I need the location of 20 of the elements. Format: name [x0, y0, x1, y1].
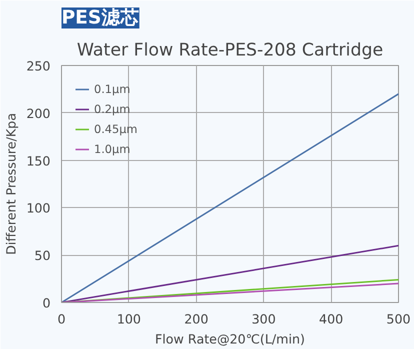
y-tick-label: 100: [26, 200, 51, 216]
legend-label: 1.0μm: [94, 142, 130, 156]
x-axis-title: Flow Rate@20℃(L/min): [155, 332, 305, 346]
x-tick-label: 0: [57, 312, 66, 326]
y-tick-label: 200: [26, 106, 51, 121]
x-tick-label: 200: [184, 312, 208, 326]
x-tick-label: 100: [116, 312, 141, 326]
legend-label: 0.45μm: [94, 122, 138, 136]
chart-title: PES滤芯: [62, 6, 140, 28]
x-tick-label: 500: [386, 312, 411, 326]
x-tick-label: 300: [252, 312, 276, 326]
y-axis-title: Different Pressure/Kpa: [3, 113, 18, 255]
y-tick-label: 250: [26, 58, 51, 74]
legend-label: 0.1μm: [94, 82, 130, 96]
y-tick-label: 50: [34, 248, 51, 264]
chart-subtitle: Water Flow Rate-PES-208 Cartridge: [76, 40, 384, 60]
x-tick-label: 400: [319, 312, 344, 326]
y-tick-label: 150: [26, 153, 51, 168]
legend-label: 0.2μm: [94, 102, 130, 116]
y-tick-label: 0: [42, 296, 51, 310]
